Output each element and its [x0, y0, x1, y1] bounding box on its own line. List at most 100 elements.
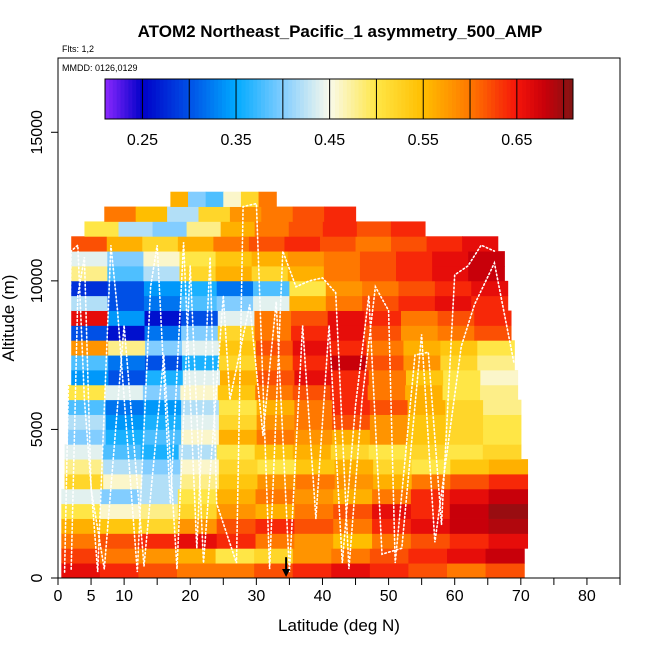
chart-title: ATOM2 Northeast_Pacific_1 asymmetry_500_… — [138, 22, 543, 41]
heatmap-cell — [488, 518, 529, 534]
heatmap-cell — [292, 563, 332, 579]
heatmap-cell — [215, 251, 253, 267]
heatmap-cell — [218, 414, 258, 430]
colorbar-swatch — [303, 79, 309, 119]
heatmap-cell — [483, 429, 522, 445]
x-tick-label: 30 — [247, 588, 265, 605]
colorbar-swatch — [342, 79, 348, 119]
heatmap-cell — [254, 221, 290, 237]
heatmap-cell — [215, 563, 255, 579]
x-tick-label: 70 — [512, 588, 530, 605]
heatmap-cell — [198, 206, 231, 222]
heatmap-cell — [143, 295, 181, 311]
heatmap-cell — [216, 533, 257, 549]
heatmap-cell — [108, 340, 146, 356]
heatmap-cell — [355, 236, 392, 252]
heatmap-cell — [188, 191, 207, 207]
heatmap-cell — [138, 503, 179, 519]
heatmap-cell — [71, 325, 109, 341]
heatmap-cell — [143, 399, 182, 415]
heatmap-cell — [67, 384, 106, 401]
colorbar-swatch — [183, 79, 188, 119]
colorbar-swatch — [358, 79, 363, 119]
heatmap-cell — [356, 221, 392, 237]
colorbar-swatch — [436, 79, 441, 119]
heatmap-cell — [445, 414, 484, 430]
y-axis-label: Altitude (m) — [0, 275, 18, 362]
heatmap-cell — [108, 370, 147, 386]
colorbar-swatch — [257, 79, 262, 119]
y-tick-label: 0 — [29, 573, 46, 582]
heatmap-cell — [369, 563, 410, 579]
colorbar-swatch — [241, 79, 246, 119]
heatmap-cell — [258, 191, 277, 207]
heatmap-cell — [292, 355, 331, 371]
colorbar-swatch — [440, 79, 445, 119]
heatmap-cell — [322, 221, 358, 237]
heatmap-cell — [219, 370, 258, 386]
heatmap-cell — [359, 266, 397, 282]
heatmap-cell — [471, 295, 509, 311]
colorbar-swatch — [498, 79, 504, 119]
heatmap-cell — [294, 533, 334, 549]
heatmap-cell — [330, 444, 370, 460]
colorbar-swatch — [261, 79, 266, 119]
heatmap-cell — [71, 280, 109, 297]
colorbar-swatch — [495, 79, 500, 119]
colorbar-swatch — [530, 79, 535, 119]
colorbar-swatch — [522, 79, 527, 119]
heatmap-cell — [477, 355, 515, 371]
heatmap-cell — [253, 295, 291, 311]
heatmap-cell — [177, 236, 214, 252]
heatmap-cell — [410, 533, 451, 549]
x-tick-label: 20 — [181, 588, 199, 605]
colorbar-swatch — [463, 79, 469, 119]
heatmap-cell — [182, 370, 221, 386]
colorbar-swatch — [389, 79, 395, 119]
colorbar-tick-label: 0.65 — [501, 132, 532, 149]
heatmap-cell — [177, 563, 217, 579]
heatmap-cell — [471, 280, 509, 297]
x-axis: 0 5 10 20 30 40 50 60 70 80 — [54, 577, 621, 605]
x-tick-label: 50 — [380, 588, 398, 605]
colorbar-swatch — [249, 79, 254, 119]
heatmap-cell — [255, 533, 295, 549]
colorbar-swatch — [456, 79, 461, 119]
heatmap-cell — [366, 355, 405, 371]
heatmap-cell — [170, 191, 189, 207]
heatmap-cell — [61, 518, 101, 534]
heatmap-cell — [333, 488, 373, 505]
heatmap-cell — [400, 325, 439, 341]
heatmap-cell — [480, 370, 519, 386]
colorbar-swatch — [136, 79, 141, 119]
heatmap-cell — [223, 191, 242, 207]
colorbar-swatch — [479, 79, 484, 119]
heatmap-cell — [331, 548, 371, 564]
heatmap-cell — [364, 310, 402, 326]
heatmap-cell — [181, 310, 219, 326]
heatmap-cell — [71, 370, 110, 386]
colorbar-swatch — [112, 79, 118, 119]
heatmap-cell — [99, 563, 140, 579]
heatmap-cell — [449, 533, 490, 549]
heatmap-cell — [292, 340, 331, 356]
heatmap-cell — [294, 370, 333, 386]
heatmap-cell — [257, 474, 297, 490]
heatmap-cell — [251, 266, 289, 282]
heatmap-cell — [71, 251, 108, 267]
heatmap-cell — [410, 518, 451, 534]
heatmap-cell — [179, 266, 217, 282]
heatmap-cell — [261, 206, 294, 222]
heatmap-cell — [327, 325, 365, 341]
heatmap-cell — [71, 340, 109, 356]
colorbar-swatch — [444, 79, 449, 119]
heatmap-cell — [289, 295, 327, 311]
colorbar-swatch — [245, 79, 250, 119]
heatmap-cell — [291, 325, 329, 341]
heatmap-cell — [319, 236, 357, 252]
colorbar-swatch — [565, 79, 570, 119]
heatmap-cell — [213, 236, 250, 252]
colorbar-swatch — [424, 79, 430, 119]
colorbar-swatch — [159, 79, 164, 119]
